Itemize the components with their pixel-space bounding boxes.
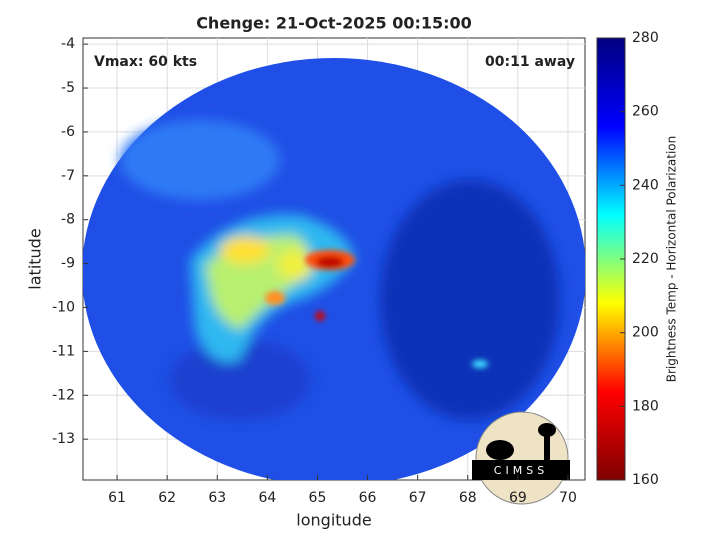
annotation: Vmax: 60 kts xyxy=(94,54,197,70)
x-axis-label: longitude xyxy=(296,511,371,530)
y-tick-label: -13 xyxy=(52,431,75,447)
x-tick-label: 68 xyxy=(459,490,477,506)
y-tick-label: -6 xyxy=(61,124,75,140)
x-tick-label: 64 xyxy=(258,490,276,506)
colorbar-tick-label: 240 xyxy=(632,177,659,193)
colorbar-tick-label: 260 xyxy=(632,104,659,120)
chart-title: Chenge: 21-Oct-2025 00:15:00 xyxy=(196,14,472,33)
cimss-logo: CIMSS xyxy=(472,411,570,505)
colorbar-tick-label: 180 xyxy=(632,398,659,414)
y-tick-label: -7 xyxy=(61,168,75,184)
brightness-field xyxy=(83,58,585,480)
colorbar-tick-label: 280 xyxy=(632,30,659,46)
x-tick-label: 65 xyxy=(309,490,327,506)
x-tick-label: 63 xyxy=(208,490,226,506)
colorbar-tick-label: 220 xyxy=(632,251,659,267)
y-tick-label: -5 xyxy=(61,80,75,96)
x-tick-label: 69 xyxy=(509,490,527,506)
annotation: 00:11 away xyxy=(485,54,575,70)
y-tick-label: -8 xyxy=(61,212,75,228)
x-tick-label: 66 xyxy=(359,490,377,506)
x-tick-label: 70 xyxy=(559,490,577,506)
x-tick-label: 67 xyxy=(409,490,427,506)
y-tick-label: -4 xyxy=(61,36,75,52)
y-tick-label: -12 xyxy=(52,387,75,403)
colorbar-label: Brightness Temp - Horizontal Polarizatio… xyxy=(665,136,679,383)
colorbar-tick-label: 160 xyxy=(632,472,659,488)
y-tick-label: -10 xyxy=(52,300,75,316)
y-axis-label: latitude xyxy=(26,228,45,289)
y-tick-label: -9 xyxy=(61,256,75,272)
x-tick-label: 62 xyxy=(158,490,176,506)
logo-text: CIMSS xyxy=(494,464,548,477)
colorbar-tick-label: 200 xyxy=(632,325,659,341)
y-tick-label: -11 xyxy=(52,343,75,359)
x-tick-label: 61 xyxy=(108,490,126,506)
